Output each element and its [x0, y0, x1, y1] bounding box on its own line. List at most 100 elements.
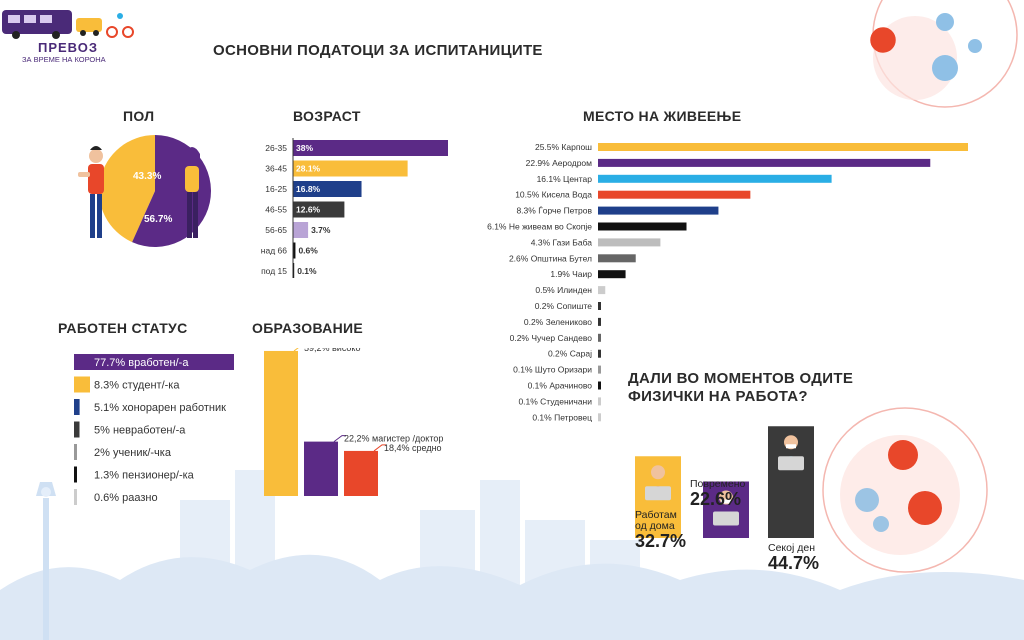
age-value-label: 12.6% [296, 205, 321, 215]
residence-bar [598, 365, 601, 374]
work-status-bar [74, 444, 77, 460]
residence-label: 8.3% Ѓорче Петров [516, 206, 592, 216]
residence-bar [598, 158, 931, 167]
education-leader-line [293, 348, 299, 352]
physical-work-value: 22.6% [690, 489, 741, 509]
residence-bar [598, 174, 832, 183]
work-status-label: 2% ученик/-чка [94, 447, 172, 459]
residence-bar [598, 349, 601, 358]
work-status-chart: 77.7% вработен/-а 8.3% студент/-ка 5.1% хо… [74, 354, 234, 505]
work-status-label: 5.1% хонорарен работник [94, 402, 226, 414]
residence-bar [598, 413, 601, 422]
physical-work-label: Секој ден [768, 542, 815, 554]
residence-bar [598, 302, 601, 310]
street-lamp-icon [36, 482, 56, 640]
residence-label: 6.1% Не живеам во Скопје [487, 222, 592, 232]
age-bar [293, 181, 362, 197]
age-value-label: 16.8% [296, 184, 321, 194]
physical-work-value: 44.7% [768, 553, 819, 573]
laptop-icon [778, 456, 804, 471]
age-value-label: 3.7% [311, 225, 331, 235]
age-value-label: 0.1% [297, 266, 317, 276]
age-value-label: 38% [296, 143, 313, 153]
residence-bar [598, 333, 601, 342]
physical-work-label: Работам [635, 509, 677, 521]
residence-label: 0.2% Сарај [548, 349, 592, 359]
pie-label-male: 56.7% [144, 214, 172, 225]
education-chart: 59,2% високо 22,2% магистер /доктор18,4% … [264, 348, 443, 496]
residence-bar [598, 397, 601, 406]
residence-bar [598, 317, 601, 326]
residence-label: 0.5% Илинден [535, 285, 592, 295]
age-bar [293, 263, 295, 278]
residence-label: 0.2% Сопиште [535, 301, 593, 311]
residence-label: 25.5% Карпош [535, 142, 592, 152]
residence-label: 0.1% Студеничани [518, 396, 592, 406]
section-title-gender: ПОЛ [123, 108, 155, 124]
person-icon [651, 465, 665, 480]
age-category-label: 56-65 [265, 225, 287, 235]
age-category-label: 46-55 [265, 205, 287, 215]
physical-work-label: Повремено [690, 478, 746, 490]
residence-bar [598, 206, 719, 215]
section-title-physical-line2: ФИЗИЧКИ НА РАБОТА? [628, 388, 808, 405]
residence-label: 0.2% Зелениково [524, 317, 592, 327]
education-bar [264, 350, 298, 496]
residence-label: 22.9% Аеродром [526, 158, 593, 168]
education-leader-line [333, 435, 346, 443]
residence-label: 0.2% Чучер Сандево [510, 333, 593, 343]
education-label: 22,2% магистер /доктор [344, 434, 443, 444]
residence-label: 2.6% Општина Бутел [509, 253, 592, 263]
laptop-icon [713, 511, 739, 526]
section-title-age: ВОЗРАСТ [293, 108, 361, 124]
age-category-label: 26-35 [265, 143, 287, 153]
section-title-work-status: РАБОТЕН СТАТУС [58, 320, 188, 336]
residence-bar-chart: 25.5% Карпош 22.9% Аеродром 16.1% Центар 10… [487, 142, 968, 422]
physical-work-label: од дома [635, 520, 675, 532]
education-label: 18,4% средно [384, 443, 442, 453]
virus-decoration-bottom-icon [822, 407, 988, 573]
pie-slice [99, 135, 155, 243]
residence-label: 4.3% Гази Баба [531, 237, 592, 247]
gender-pie-chart: 43.3% 56.7% [78, 135, 211, 247]
work-status-label: 5% невработен/-а [94, 425, 186, 437]
virus-decoration-icon [870, 0, 1018, 108]
residence-bar [598, 254, 636, 263]
age-category-label: под 15 [261, 266, 287, 276]
bus-icon [2, 10, 134, 39]
work-status-bar [74, 399, 80, 415]
residence-bar [598, 190, 751, 199]
age-category-label: над 66 [261, 246, 287, 256]
logo: ПРЕВОЗ ЗА ВРЕМЕ НА КОРОНА [0, 0, 140, 68]
education-label: 59,2% високо [304, 348, 360, 353]
section-title-education: ОБРАЗОВАНИЕ [252, 320, 363, 336]
woman-figure-icon [184, 147, 200, 238]
residence-label: 10.5% Кисела Вода [515, 190, 592, 200]
education-bar [344, 450, 378, 496]
work-status-bar [74, 489, 77, 505]
mask-icon [721, 499, 731, 504]
laptop-icon [645, 486, 671, 501]
residence-bar [598, 143, 968, 151]
residence-label: 16.1% Центар [537, 174, 593, 184]
residence-label: 0.1% Шуто Оризари [513, 365, 592, 375]
age-category-label: 36-45 [265, 164, 287, 174]
work-status-bar [74, 466, 77, 483]
work-status-bar [74, 421, 80, 438]
age-bar [293, 222, 309, 238]
work-status-bar [74, 354, 234, 370]
residence-bar [598, 286, 606, 295]
residence-label: 0.1% Арачиново [528, 381, 593, 391]
work-status-label: 77.7% вработен/-а [94, 357, 189, 369]
education-bar [304, 441, 338, 496]
city-skyline-background [0, 470, 1024, 640]
residence-bar [598, 381, 601, 390]
age-bar-chart: 26-35 38% 36-45 28.1% 16-25 16.8% 46-55 12.6% 56… [261, 138, 448, 278]
logo-subtitle: ЗА ВРЕМЕ НА КОРОНА [22, 55, 106, 64]
age-category-label: 16-25 [265, 184, 287, 194]
age-bar [293, 201, 345, 218]
section-title-residence: МЕСТО НА ЖИВЕЕЊЕ [583, 108, 742, 124]
pie-label-female: 43.3% [133, 171, 161, 182]
logo-title: ПРЕВОЗ [38, 40, 99, 55]
